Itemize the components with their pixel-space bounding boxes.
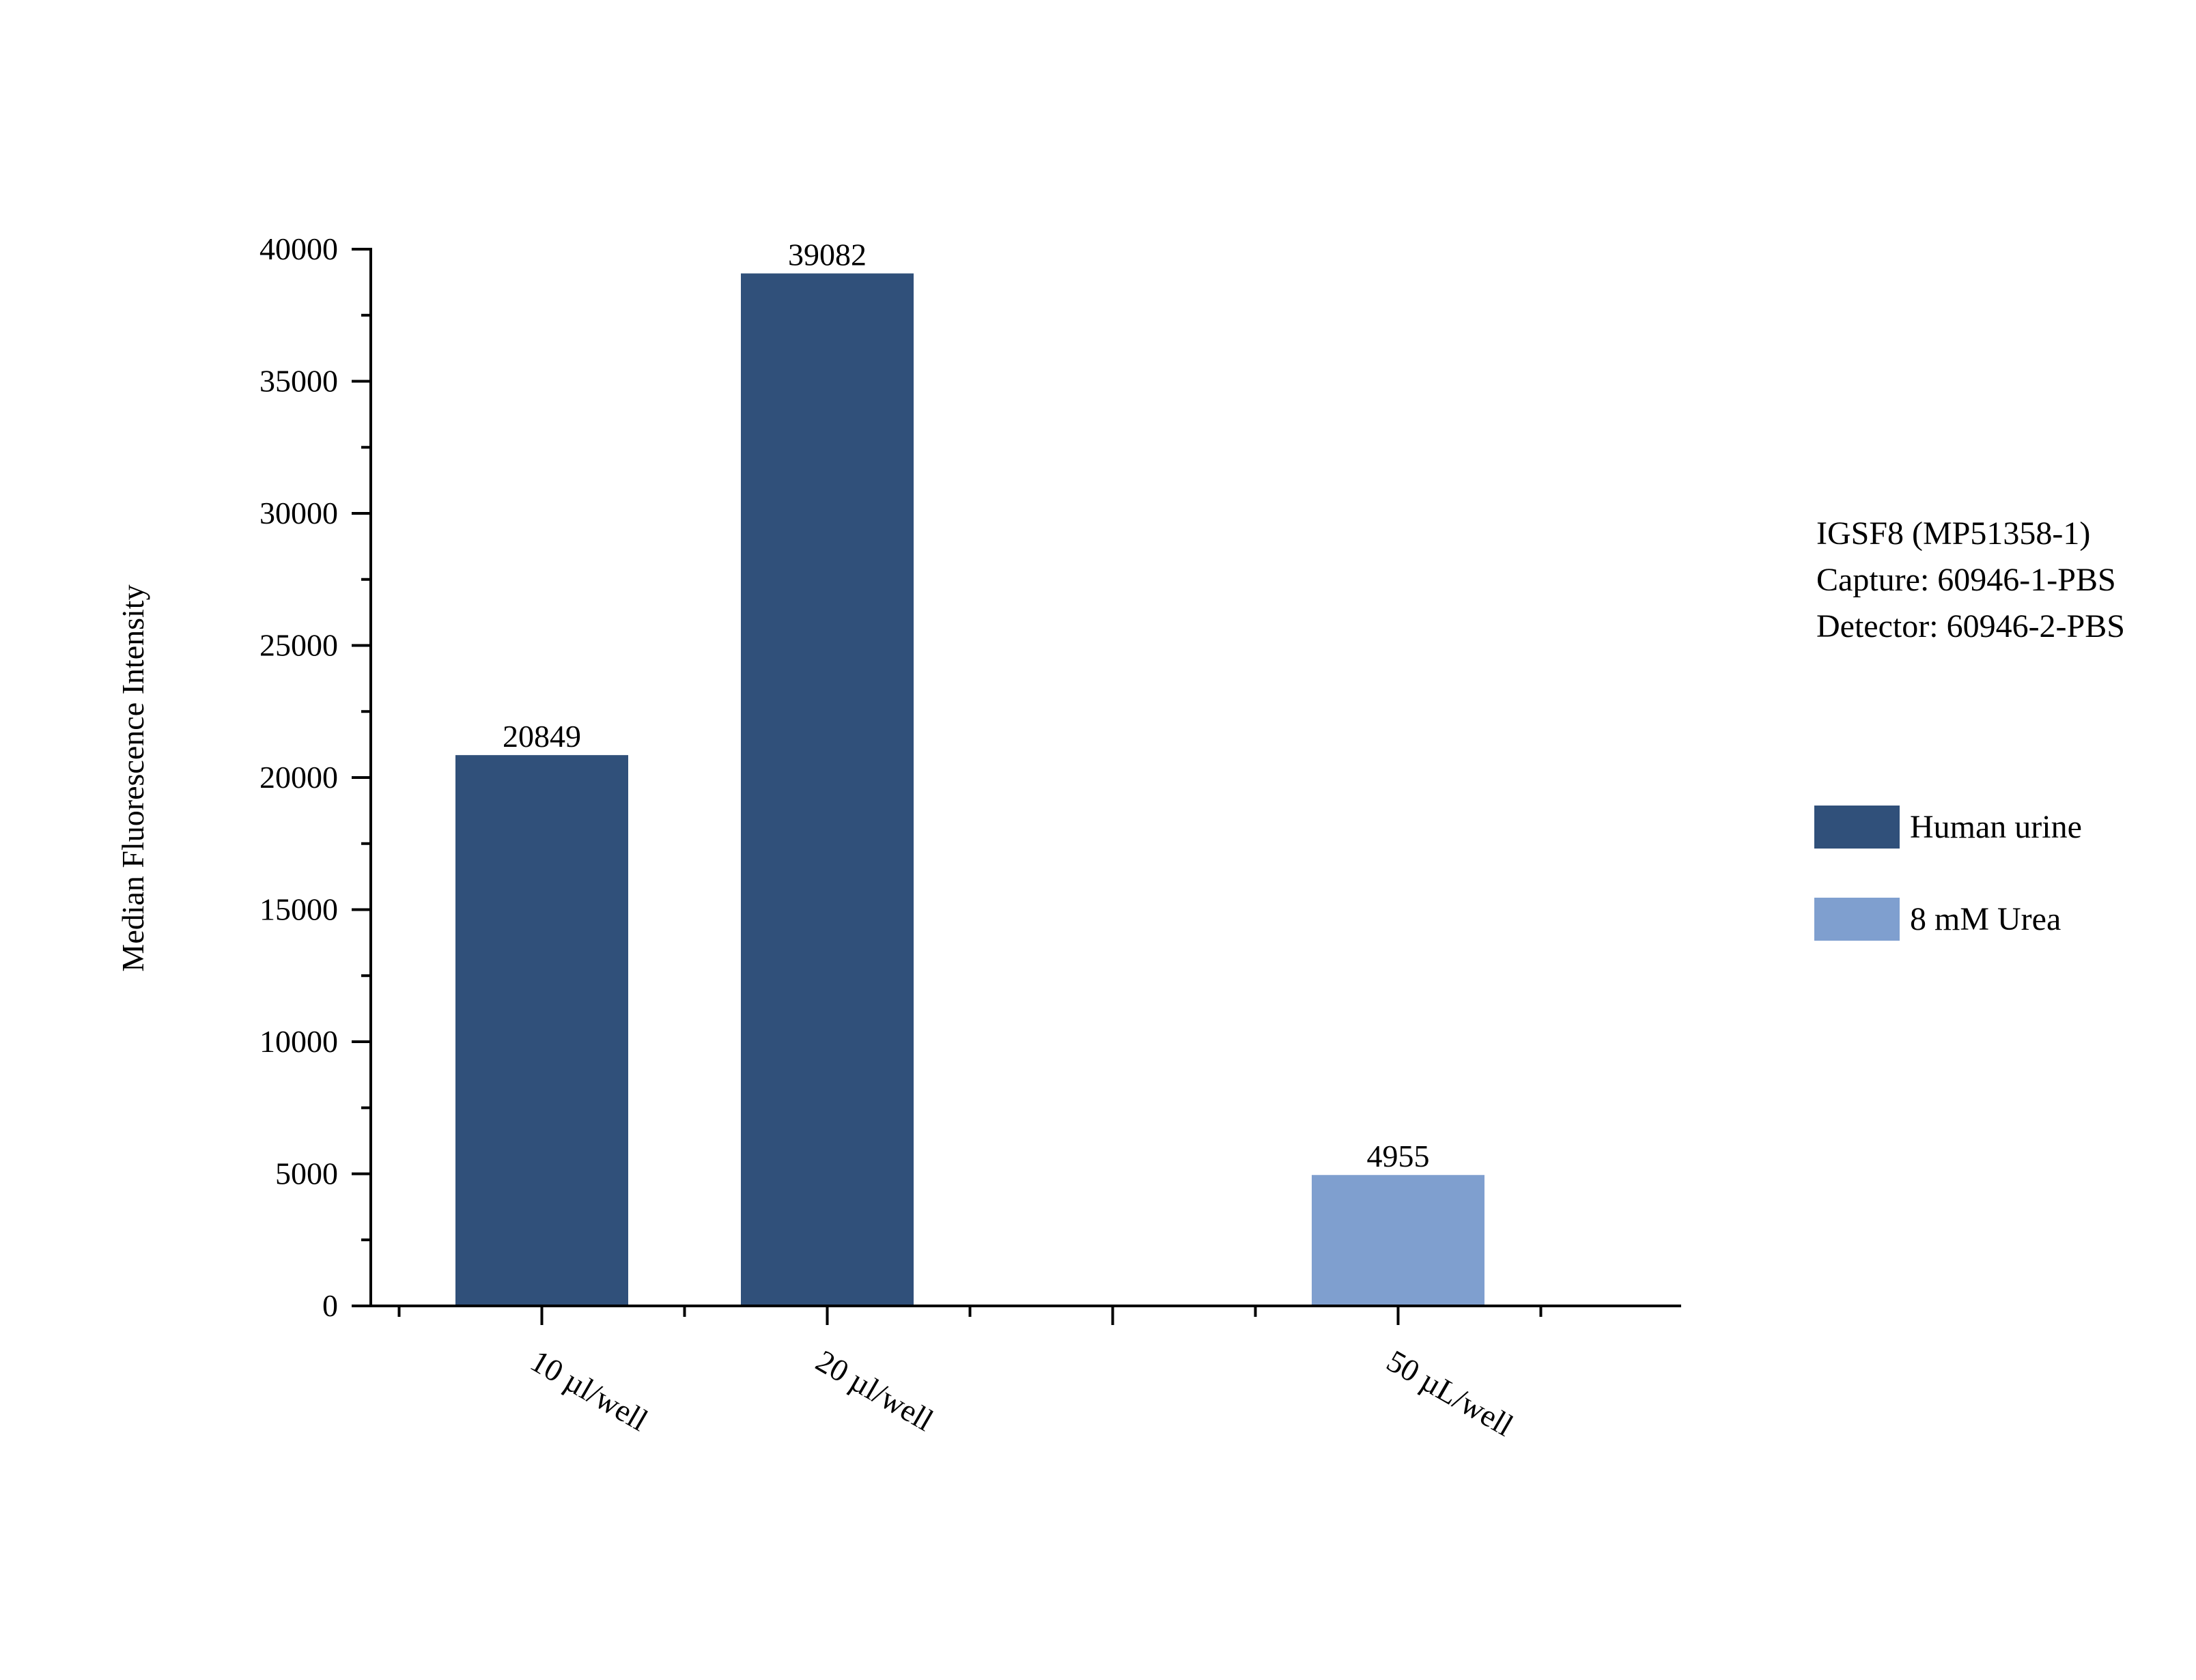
data-label: 4955	[1367, 1139, 1430, 1173]
x-tick-label: 10 µl/well	[525, 1343, 654, 1438]
legend-label: Human urine	[1910, 809, 2082, 845]
bar	[455, 755, 628, 1306]
annotation-line: Detector: 60946-2-PBS	[1816, 608, 2125, 644]
y-tick-label: 25000	[259, 628, 338, 663]
y-tick-label: 5000	[275, 1156, 338, 1191]
x-tick-label: 50 µL/well	[1381, 1343, 1519, 1442]
bar	[741, 273, 914, 1306]
annotation-line: IGSF8 (MP51358-1)	[1816, 515, 2090, 552]
y-tick-label: 20000	[259, 760, 338, 795]
axes	[352, 248, 1681, 1307]
y-axis-label: Median Fluorescence Intensity	[115, 584, 150, 971]
y-tick-label: 40000	[259, 231, 338, 266]
bars: 20849 39082 4955	[455, 238, 1484, 1306]
x-tick-label: 20 µl/well	[811, 1343, 940, 1438]
legend: Human urine 8 mM Urea	[1814, 806, 2082, 941]
annotation-line: Capture: 60946-1-PBS	[1816, 562, 2116, 598]
legend-swatch	[1814, 806, 1900, 849]
bar	[1312, 1175, 1484, 1306]
y-tick-label: 10000	[259, 1024, 338, 1059]
data-label: 39082	[788, 238, 867, 272]
legend-label: 8 mM Urea	[1910, 901, 2061, 937]
y-tick-label: 15000	[259, 892, 338, 927]
legend-swatch	[1814, 898, 1900, 941]
data-label: 20849	[503, 719, 581, 754]
chart-annotation: IGSF8 (MP51358-1) Capture: 60946-1-PBS Det…	[1816, 515, 2125, 644]
y-axis-ticks: 0 5000 10000 15000 20000 25000 30000 35000 40000	[259, 231, 371, 1323]
y-tick-label: 35000	[259, 364, 338, 399]
y-tick-label: 0	[322, 1288, 338, 1323]
x-axis-ticks: 10 µl/well 20 µl/well 50 µL/well	[397, 1306, 1543, 1443]
y-tick-label: 30000	[259, 496, 338, 530]
